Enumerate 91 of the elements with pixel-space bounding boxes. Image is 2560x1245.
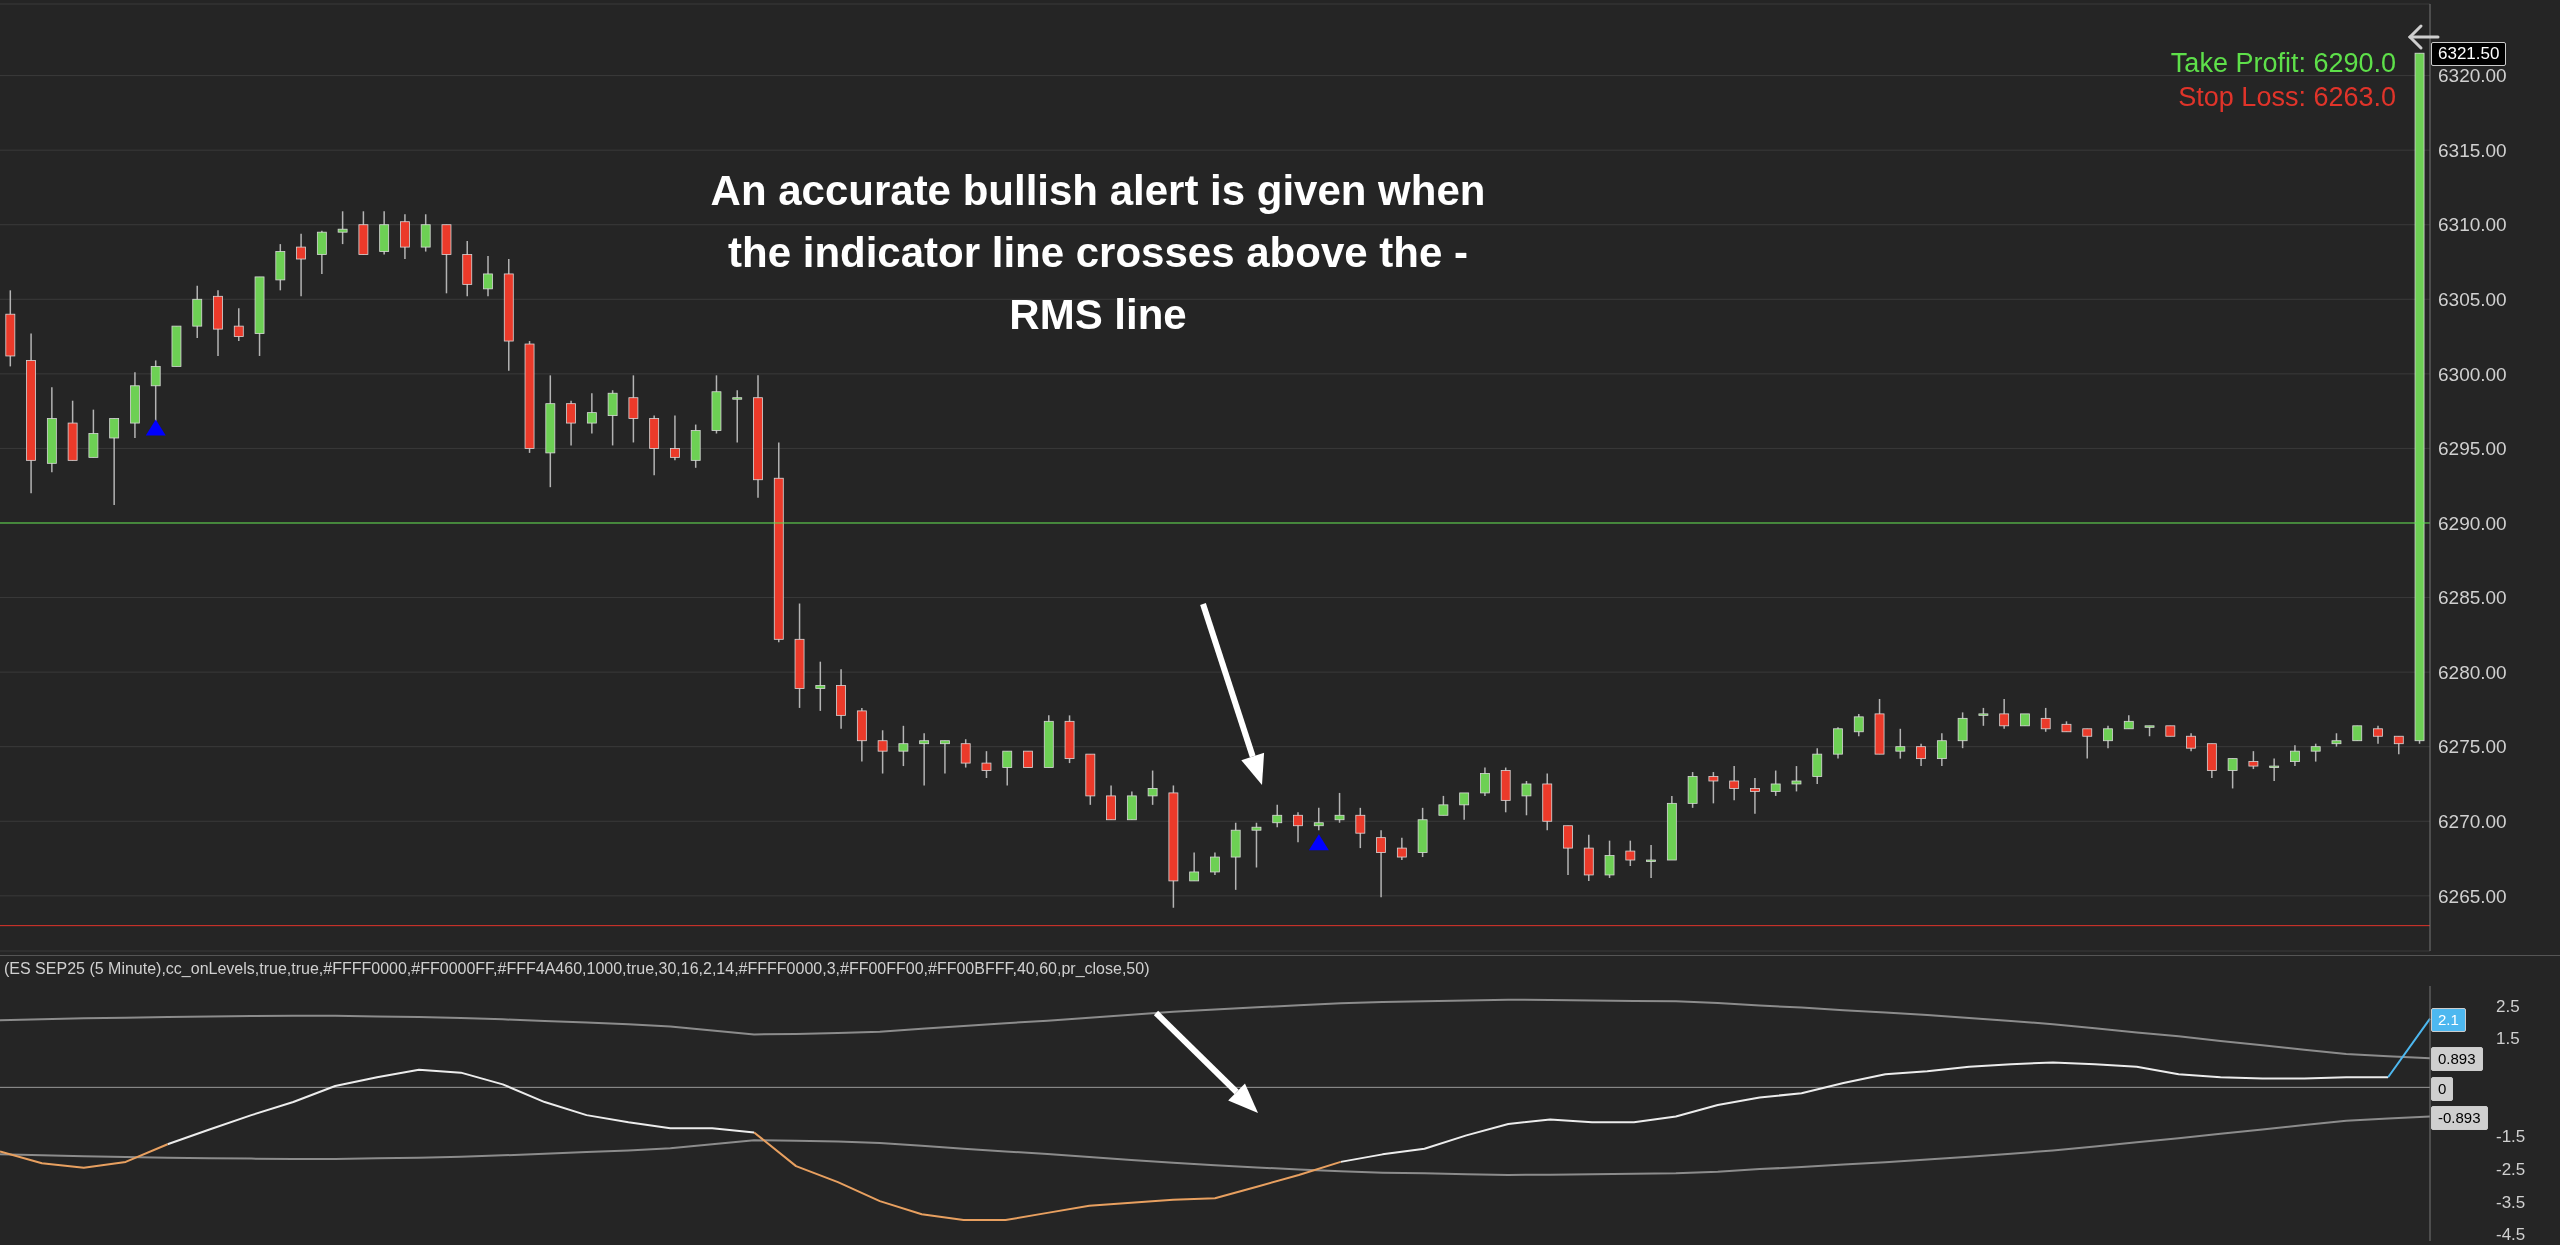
candlestick [732, 389, 743, 444]
y-tick-label: 6320.00 [2438, 65, 2507, 87]
candlestick [1646, 844, 1656, 879]
candlestick [1604, 839, 1615, 879]
candlestick [877, 729, 888, 775]
candlestick [420, 213, 431, 253]
y-tick-label: 6295.00 [2438, 438, 2507, 460]
candlestick [337, 210, 348, 245]
candlestick [1853, 713, 1864, 737]
candlestick [1895, 728, 1906, 760]
candlestick [2040, 707, 2051, 733]
text: 6321.50 [2438, 44, 2500, 64]
candlestick [1251, 821, 1262, 869]
candlestick [628, 374, 639, 444]
candlestick [1334, 792, 1345, 824]
y-tick-label: -3.5 [2496, 1192, 2526, 1212]
ref-line-label: 0 [2438, 1079, 2447, 1097]
y-tick-label: -2.5 [2496, 1160, 2526, 1180]
candlestick [1189, 851, 1200, 882]
candlestick [1459, 792, 1470, 821]
y-tick-label: 6300.00 [2438, 363, 2507, 385]
candlestick [607, 389, 618, 447]
y-tick-label: 6275.00 [2438, 736, 2507, 758]
line-series [0, 1115, 2431, 1176]
candlestick [2103, 725, 2113, 749]
candlestick [919, 732, 930, 787]
data-label: -0.893 [2438, 1109, 2481, 1127]
candlestick [815, 660, 826, 712]
candlestick [1812, 747, 1823, 785]
data-label: 2.1 [2438, 1010, 2459, 1028]
candlestick [898, 725, 909, 767]
candlestick [1002, 750, 1013, 787]
candlestick [1999, 698, 2010, 730]
candlestick [1750, 777, 1760, 815]
y-tick-label: 6285.00 [2438, 587, 2507, 609]
candlestick [1376, 829, 1386, 899]
ref-line-label: Stop Loss: 6263.0 [2178, 82, 2396, 112]
y-tick-label: 6315.00 [2438, 139, 2507, 161]
candlestick [296, 232, 306, 298]
candlestick [1272, 804, 1283, 828]
candlestick [1936, 732, 1947, 767]
data-label: 0.893 [2438, 1050, 2476, 1068]
y-tick-label: 1.5 [2496, 1029, 2520, 1049]
candlestick [1791, 765, 1802, 793]
candlestick [1106, 784, 1116, 821]
candlestick [1210, 851, 1220, 876]
candlestick [981, 750, 992, 779]
candlestick [2269, 757, 2280, 782]
candlestick [940, 739, 950, 775]
candlestick [1480, 766, 1490, 797]
candlestick [1313, 807, 1324, 831]
candlestick [2082, 728, 2093, 760]
candlestick [1355, 807, 1366, 849]
y-tick-label: 2.5 [2496, 996, 2520, 1016]
candlestick [109, 417, 120, 506]
candlestick [1770, 769, 1781, 797]
y-tick-label: 6305.00 [2438, 289, 2507, 311]
y-tick-label: 6280.00 [2438, 661, 2507, 683]
candlestick [1396, 836, 1407, 861]
candlestick [1625, 839, 1636, 867]
candlestick [316, 229, 327, 275]
candlestick [1729, 765, 1740, 802]
annotation: An accurate bullish alert is given when the indicator line crosses above the -RMS line [710, 167, 1486, 338]
y-tick-label: -4.5 [2496, 1225, 2526, 1245]
text: (ES SEP25 (5 Minute),cc_onLevels,true,true,#FFFF0000,#FF0000FF,#FFF4A460,1000,true,30,16,2,14,#FFFF0000,3,#FF00FF00,#FF00BFFF,40,60,pr_close,50) [4, 960, 1150, 977]
candlestick [586, 392, 597, 435]
ref-line-label: Take Profit: 6290.0 [2170, 48, 2396, 78]
candlestick [483, 255, 493, 298]
y-tick-label: 6265.00 [2438, 885, 2507, 907]
candlestick [1147, 769, 1158, 806]
candlestick [1521, 780, 1532, 817]
candlestick [233, 307, 244, 342]
y-tick-label: 6270.00 [2438, 811, 2507, 832]
y-tick-label: 6310.00 [2438, 214, 2507, 236]
candlestick [1916, 742, 1926, 767]
candlestick [670, 414, 680, 462]
candlestick [1563, 824, 1573, 876]
y-tick-label: -1.5 [2496, 1127, 2526, 1147]
candlestick [150, 359, 161, 423]
candlestick [1708, 771, 1719, 805]
candlestick [960, 738, 971, 769]
candlestick [2227, 757, 2238, 790]
line-series [0, 998, 2431, 1060]
candlestick [1438, 795, 1449, 817]
y-tick-label: 6290.00 [2438, 512, 2507, 534]
candlestick [2290, 744, 2300, 767]
candlestick [1126, 790, 1137, 821]
candlestick [88, 408, 99, 459]
candlestick [1293, 811, 1303, 843]
candlestick [1957, 711, 1968, 749]
candlestick [566, 399, 576, 447]
